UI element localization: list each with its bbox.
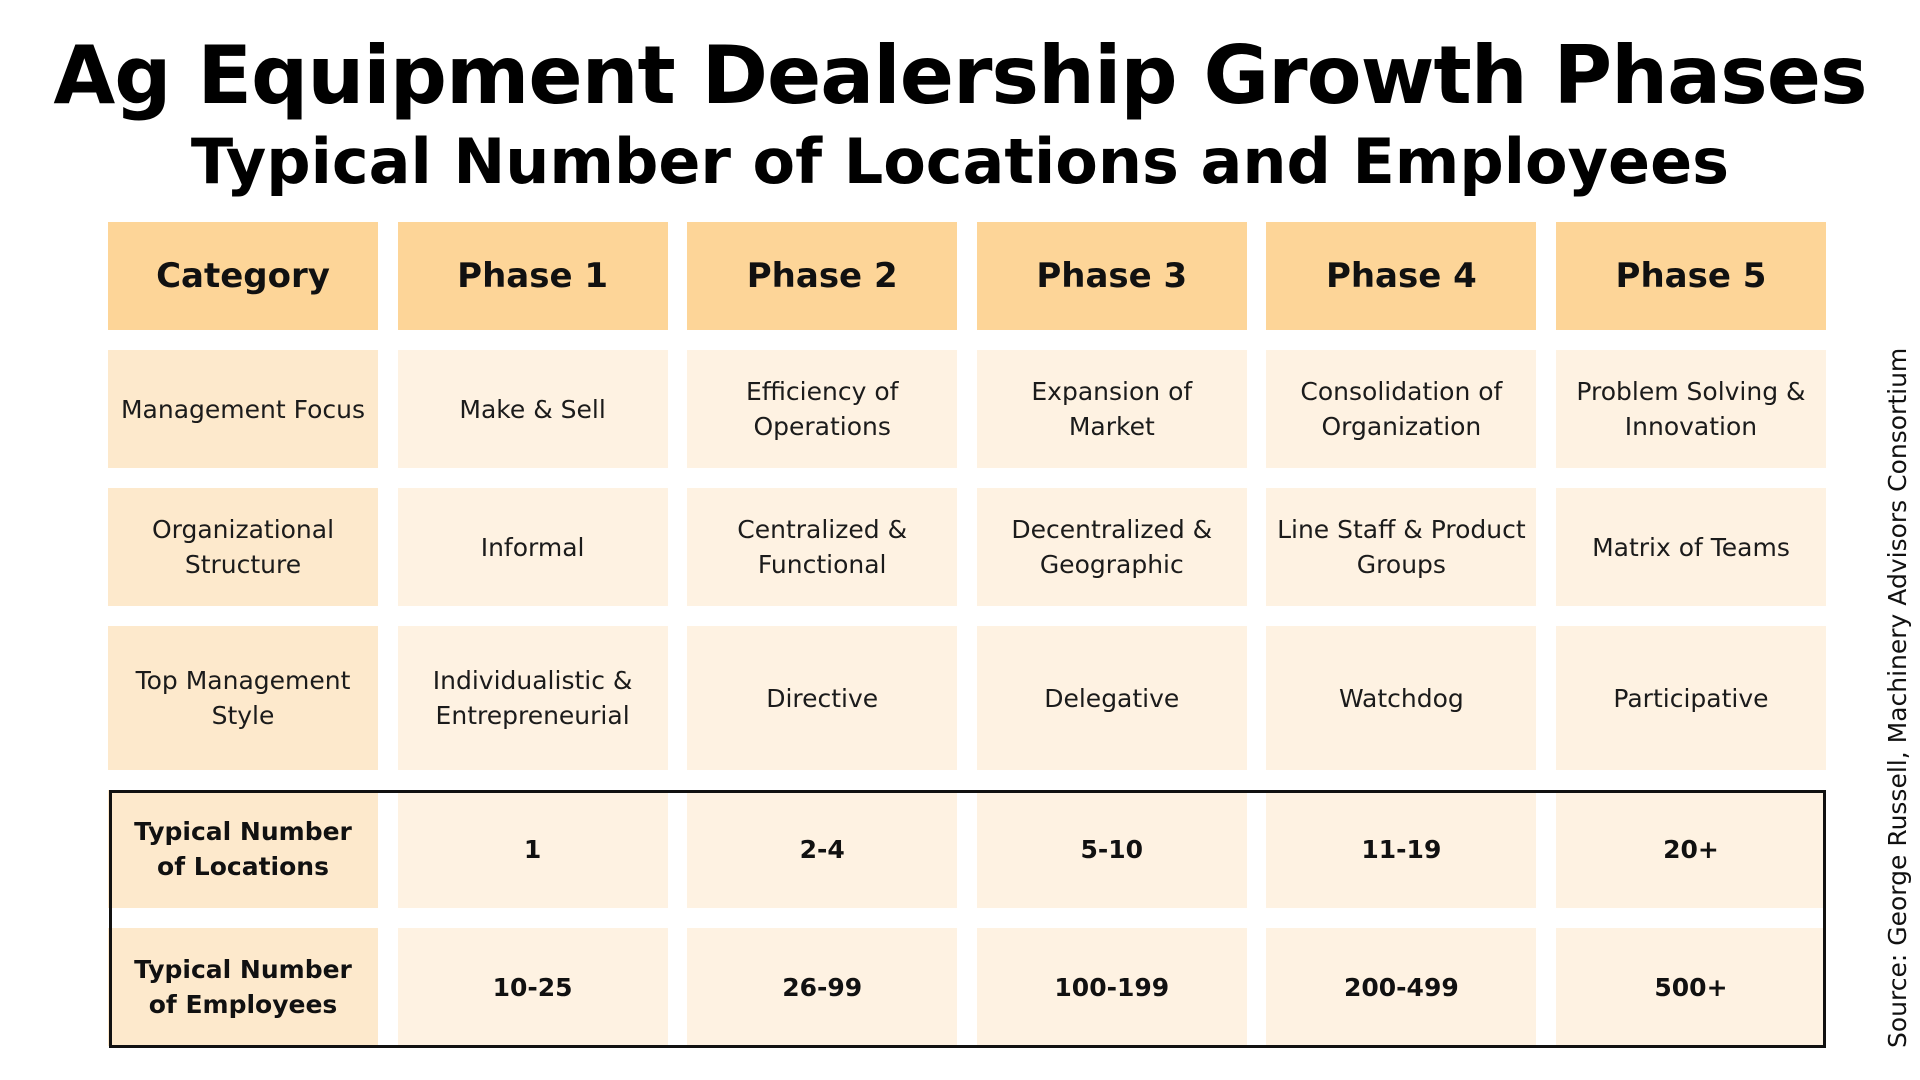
- cell-employees-phase-1: 10-25: [397, 928, 668, 1046]
- column-header-category: Category: [108, 222, 378, 330]
- chart-subtitle: Typical Number of Locations and Employee…: [190, 125, 1730, 198]
- row-label-top-management-style: Top Management Style: [108, 626, 378, 770]
- cell-management-focus-phase-3: Expansion of Market: [976, 350, 1247, 468]
- chart-title: Ag Equipment Dealership Growth Phases: [53, 29, 1867, 122]
- cell-management-focus-phase-2: Efficiency of Operations: [687, 350, 958, 468]
- cell-locations-phase-2: 2-4: [687, 790, 958, 908]
- cell-management-focus-phase-4: Consolidation of Organization: [1266, 350, 1537, 468]
- cell-management-focus-phase-1: Make & Sell: [397, 350, 668, 468]
- cell-employees-phase-4: 200-499: [1266, 928, 1537, 1046]
- row-label-typical-number-of-locations: Typical Number of Locations: [108, 790, 378, 908]
- column-header-phase-4: Phase 4: [1266, 222, 1537, 330]
- cell-employees-phase-5: 500+: [1555, 928, 1826, 1046]
- source-caption: Source: George Russell, Machinery Adviso…: [1883, 347, 1912, 1048]
- column-header-phase-3: Phase 3: [976, 222, 1247, 330]
- cell-top-management-style-phase-5: Participative: [1555, 626, 1826, 770]
- cell-locations-phase-3: 5-10: [976, 790, 1247, 908]
- cell-locations-phase-4: 11-19: [1266, 790, 1537, 908]
- cell-organizational-structure-phase-2: Centralized & Functional: [687, 488, 958, 606]
- cell-locations-phase-1: 1: [397, 790, 668, 908]
- column-header-phase-2: Phase 2: [687, 222, 958, 330]
- cell-organizational-structure-phase-5: Matrix of Teams: [1555, 488, 1826, 606]
- column-header-phase-1: Phase 1: [397, 222, 668, 330]
- cell-top-management-style-phase-1: Individualistic & Entrepreneurial: [397, 626, 668, 770]
- row-label-organizational-structure: Organizational Structure: [108, 488, 378, 606]
- cell-top-management-style-phase-2: Directive: [687, 626, 958, 770]
- column-header-phase-5: Phase 5: [1555, 222, 1826, 330]
- row-label-management-focus: Management Focus: [108, 350, 378, 468]
- growth-phases-table: Category Phase 1 Phase 2 Phase 3 Phase 4…: [108, 222, 1826, 1046]
- cell-employees-phase-2: 26-99: [687, 928, 958, 1046]
- cell-top-management-style-phase-3: Delegative: [976, 626, 1247, 770]
- cell-organizational-structure-phase-3: Decentralized & Geographic: [976, 488, 1247, 606]
- cell-management-focus-phase-5: Problem Solving & Innovation: [1555, 350, 1826, 468]
- cell-top-management-style-phase-4: Watchdog: [1266, 626, 1537, 770]
- cell-organizational-structure-phase-4: Line Staff & Product Groups: [1266, 488, 1537, 606]
- cell-organizational-structure-phase-1: Informal: [397, 488, 668, 606]
- row-label-typical-number-of-employees: Typical Number of Employees: [108, 928, 378, 1046]
- cell-locations-phase-5: 20+: [1555, 790, 1826, 908]
- cell-employees-phase-3: 100-199: [976, 928, 1247, 1046]
